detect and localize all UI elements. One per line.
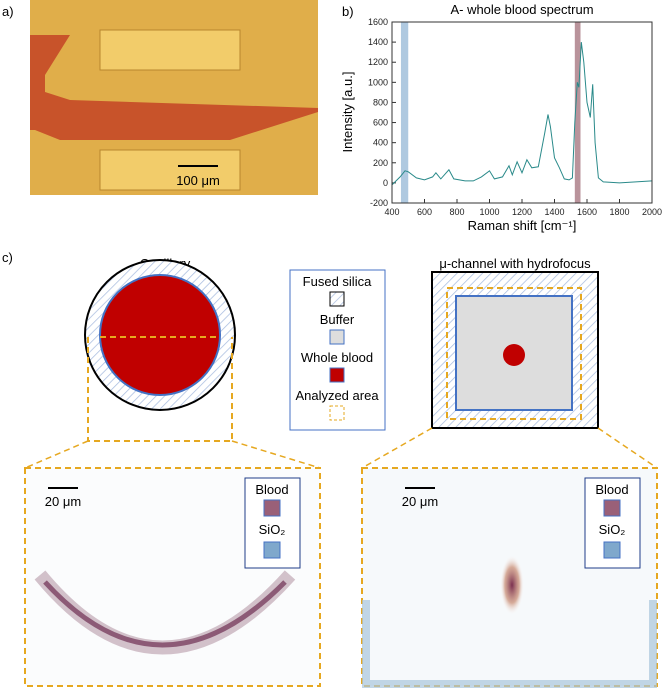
- legend-label: SiO₂: [259, 522, 286, 537]
- panel-label: b): [342, 4, 354, 19]
- micrograph: 100 μm: [30, 0, 318, 195]
- legend-label: Blood: [255, 482, 288, 497]
- y-tick-label: 600: [373, 118, 388, 128]
- scale-bar-label: 20 μm: [45, 494, 81, 509]
- y-tick-label: -200: [370, 198, 388, 208]
- y-axis-label: Intensity [a.u.]: [340, 72, 355, 153]
- legend-label: Fused silica: [303, 274, 372, 289]
- legend-box: Fused silica Buffer Whole blood Analyzed…: [289, 269, 386, 431]
- panel-label: a): [2, 4, 14, 19]
- y-tick-label: 1600: [368, 17, 388, 27]
- plot-frame: [391, 21, 653, 204]
- legend-label: SiO₂: [599, 522, 626, 537]
- capillary-diagram: [24, 259, 321, 469]
- left-raman-image: 20 μm Blood SiO₂: [24, 467, 321, 687]
- x-tick-label: 400: [384, 207, 399, 217]
- x-tick-label: 600: [417, 207, 432, 217]
- x-tick-label: 800: [449, 207, 464, 217]
- x-tick-label: 1200: [512, 207, 532, 217]
- y-tick-label: 1000: [368, 77, 388, 87]
- legend-label: Whole blood: [301, 350, 373, 365]
- x-tick-label: 1800: [609, 207, 629, 217]
- panel-label: c): [2, 250, 13, 265]
- y-tick-label: 800: [373, 97, 388, 107]
- x-tick-label: 2000: [642, 207, 662, 217]
- scale-bar-label: 100 μm: [176, 173, 220, 188]
- y-tick-label: 1200: [368, 57, 388, 67]
- channel-title: μ-channel with hydrofocus: [439, 256, 591, 271]
- x-axis-label: Raman shift [cm⁻¹]: [468, 218, 577, 233]
- x-tick-label: 1000: [479, 207, 499, 217]
- spectrum-line: [391, 42, 653, 186]
- y-tick-label: 200: [373, 158, 388, 168]
- y-tick-label: 1400: [368, 37, 388, 47]
- y-tick-label: 0: [383, 178, 388, 188]
- legend-label: Buffer: [320, 312, 355, 327]
- x-tick-label: 1400: [544, 207, 564, 217]
- right-raman-image: 20 μm Blood SiO₂: [361, 467, 658, 688]
- y-tick-label: 400: [373, 138, 388, 148]
- legend-label: Blood: [595, 482, 628, 497]
- highlight-band: [574, 22, 581, 203]
- highlight-band: [400, 22, 409, 203]
- chart-title: A- whole blood spectrum: [450, 2, 593, 17]
- x-tick-label: 1600: [577, 207, 597, 217]
- channel-diagram: [361, 271, 658, 469]
- legend-label: Analyzed area: [295, 388, 379, 403]
- chart: -200 0 200 400 600 800 1000 1200 1400 1600 400 600 8…: [368, 17, 662, 217]
- scale-bar-label: 20 μm: [402, 494, 438, 509]
